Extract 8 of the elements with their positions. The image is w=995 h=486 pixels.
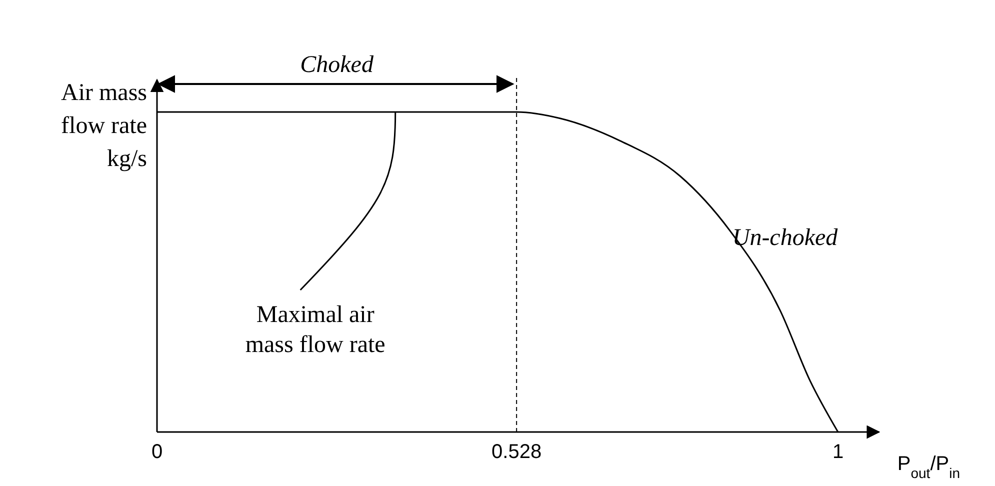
text: Choked [300,52,374,78]
x-tick-label: 0.528 [492,441,542,464]
annotation: Un-choked [732,225,839,251]
x-axis-title: P$_{out}$/P$_{in}$ [897,453,960,481]
annotation: Maximal air mass flow rate [245,302,386,358]
y-axis-title: Air mass flow rate kg/s [61,80,147,172]
x-tick-label: 0 [151,441,163,464]
x-tick-label: 1 [832,441,844,464]
